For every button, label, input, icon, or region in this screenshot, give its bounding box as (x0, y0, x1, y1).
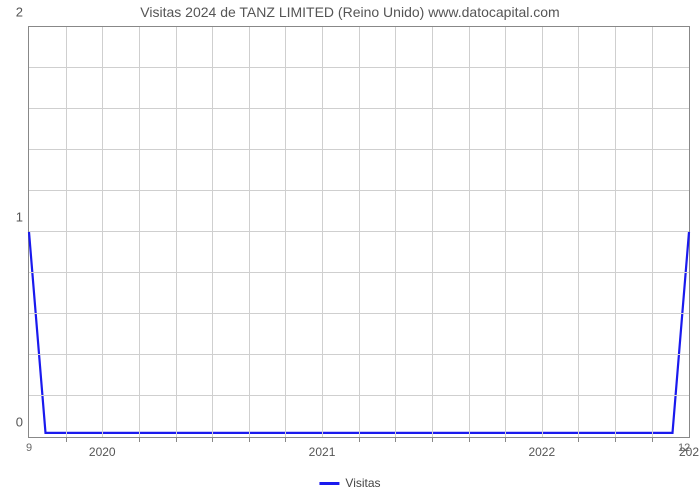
x-axis-label: 2021 (309, 445, 336, 459)
plot-area: 012202020212022202 (28, 26, 690, 438)
gridline-v (395, 27, 396, 437)
x-tick (66, 437, 67, 442)
x-tick (249, 437, 250, 442)
x-axis-label: 2022 (528, 445, 555, 459)
gridline-v (359, 27, 360, 437)
x-tick (139, 437, 140, 442)
legend-swatch (319, 482, 339, 485)
x-tick (505, 437, 506, 442)
gridline-v (652, 27, 653, 437)
x-tick (176, 437, 177, 442)
edge-right-number: 12 (678, 442, 690, 454)
y-axis-label: 2 (16, 5, 23, 20)
legend-label: Visitas (345, 476, 380, 490)
edge-left-number: 9 (26, 442, 32, 454)
gridline-v (285, 27, 286, 437)
gridline-v (66, 27, 67, 437)
gridline-v (322, 27, 323, 437)
x-tick (285, 437, 286, 442)
x-tick (432, 437, 433, 442)
visits-chart: Visitas 2024 de TANZ LIMITED (Reino Unid… (0, 0, 700, 500)
x-tick (212, 437, 213, 442)
x-tick (395, 437, 396, 442)
x-axis-label: 2020 (89, 445, 116, 459)
chart-title: Visitas 2024 de TANZ LIMITED (Reino Unid… (0, 0, 700, 20)
gridline-v (542, 27, 543, 437)
x-tick (578, 437, 579, 442)
gridline-v (432, 27, 433, 437)
gridline-v (249, 27, 250, 437)
gridline-v (469, 27, 470, 437)
y-axis-label: 0 (16, 415, 23, 430)
gridline-v (212, 27, 213, 437)
chart-legend: Visitas (319, 476, 380, 490)
x-tick (615, 437, 616, 442)
gridline-v (176, 27, 177, 437)
gridline-v (615, 27, 616, 437)
gridline-v (139, 27, 140, 437)
gridline-v (505, 27, 506, 437)
x-tick (652, 437, 653, 442)
gridline-v (102, 27, 103, 437)
y-axis-label: 1 (16, 210, 23, 225)
x-tick (469, 437, 470, 442)
x-tick (359, 437, 360, 442)
gridline-v (578, 27, 579, 437)
